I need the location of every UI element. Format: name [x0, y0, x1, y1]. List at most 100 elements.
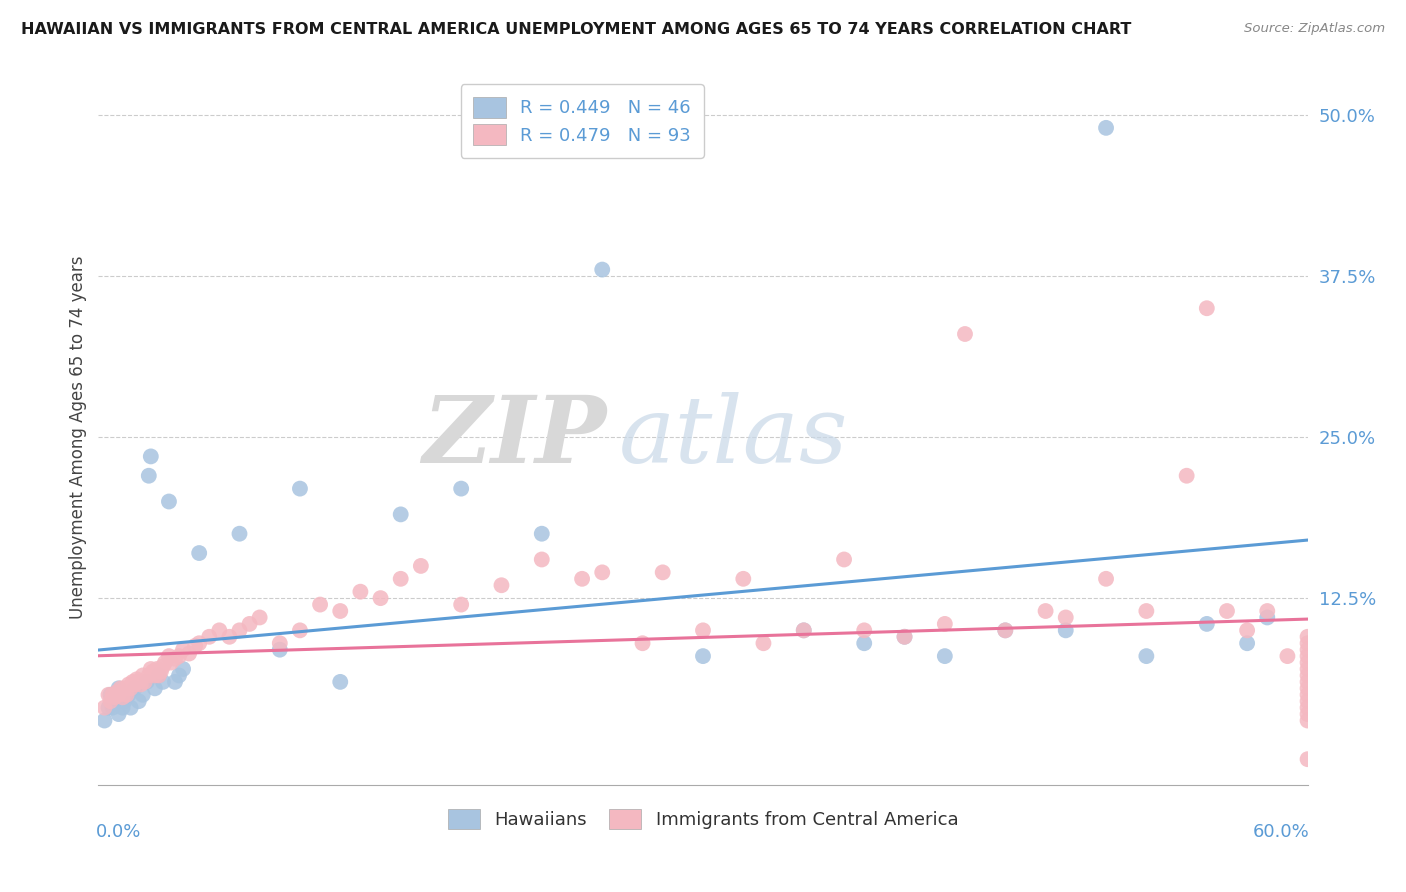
Legend: Hawaiians, Immigrants from Central America: Hawaiians, Immigrants from Central Ameri… — [434, 796, 972, 842]
Point — [1095, 120, 1118, 135]
Point — [1195, 616, 1218, 631]
Point — [651, 566, 673, 580]
Point — [218, 630, 240, 644]
Point — [953, 326, 976, 341]
Point — [100, 688, 122, 702]
Point — [752, 636, 775, 650]
Point — [148, 668, 170, 682]
Point — [138, 468, 160, 483]
Point — [103, 690, 125, 705]
Point — [994, 624, 1017, 638]
Point — [1296, 662, 1319, 676]
Point — [124, 681, 146, 696]
Point — [128, 674, 150, 689]
Point — [125, 673, 148, 687]
Point — [101, 688, 124, 702]
Point — [832, 552, 855, 566]
Point — [309, 598, 332, 612]
Point — [1054, 624, 1077, 638]
Point — [1054, 610, 1077, 624]
Point — [1296, 700, 1319, 714]
Point — [329, 604, 352, 618]
Point — [1216, 604, 1239, 618]
Point — [103, 694, 125, 708]
Point — [793, 624, 815, 638]
Point — [120, 681, 142, 696]
Point — [188, 636, 211, 650]
Point — [1296, 636, 1319, 650]
Point — [179, 647, 201, 661]
Point — [591, 262, 613, 277]
Point — [1095, 572, 1118, 586]
Point — [134, 674, 156, 689]
Point — [188, 546, 211, 560]
Point — [1296, 694, 1319, 708]
Point — [163, 674, 186, 689]
Text: 60.0%: 60.0% — [1253, 823, 1310, 841]
Point — [139, 450, 162, 464]
Point — [118, 688, 141, 702]
Point — [114, 694, 136, 708]
Point — [121, 674, 143, 689]
Point — [1296, 668, 1319, 682]
Point — [793, 624, 815, 638]
Point — [1195, 301, 1218, 316]
Point — [153, 656, 176, 670]
Point — [349, 584, 371, 599]
Point — [893, 630, 915, 644]
Point — [1135, 649, 1157, 664]
Point — [1277, 649, 1299, 664]
Point — [100, 694, 122, 708]
Point — [146, 662, 169, 676]
Point — [105, 685, 128, 699]
Point — [530, 552, 553, 566]
Point — [1296, 707, 1319, 722]
Point — [114, 681, 136, 696]
Point — [228, 624, 250, 638]
Point — [1256, 610, 1278, 624]
Point — [110, 681, 132, 696]
Point — [107, 688, 129, 702]
Point — [208, 624, 231, 638]
Point — [143, 668, 166, 682]
Point — [571, 572, 593, 586]
Point — [107, 707, 129, 722]
Point — [128, 694, 150, 708]
Point — [249, 610, 271, 624]
Point — [115, 688, 138, 702]
Point — [269, 636, 291, 650]
Point — [97, 688, 120, 702]
Point — [1296, 714, 1319, 728]
Point — [107, 681, 129, 696]
Text: ZIP: ZIP — [422, 392, 606, 482]
Point — [148, 668, 170, 682]
Point — [409, 558, 432, 573]
Point — [163, 651, 186, 665]
Point — [132, 668, 155, 682]
Point — [118, 677, 141, 691]
Point — [152, 659, 174, 673]
Point — [631, 636, 654, 650]
Point — [1256, 604, 1278, 618]
Point — [370, 591, 392, 606]
Point — [157, 494, 180, 508]
Point — [1296, 688, 1319, 702]
Point — [129, 677, 152, 691]
Point — [389, 508, 412, 522]
Point — [1236, 636, 1258, 650]
Text: atlas: atlas — [619, 392, 848, 482]
Point — [934, 649, 956, 664]
Point — [853, 624, 876, 638]
Point — [450, 482, 472, 496]
Point — [1296, 642, 1319, 657]
Point — [138, 668, 160, 682]
Point — [288, 482, 311, 496]
Point — [733, 572, 755, 586]
Point — [120, 700, 142, 714]
Point — [692, 624, 714, 638]
Point — [450, 598, 472, 612]
Point — [228, 526, 250, 541]
Point — [329, 674, 352, 689]
Point — [1236, 624, 1258, 638]
Point — [1135, 604, 1157, 618]
